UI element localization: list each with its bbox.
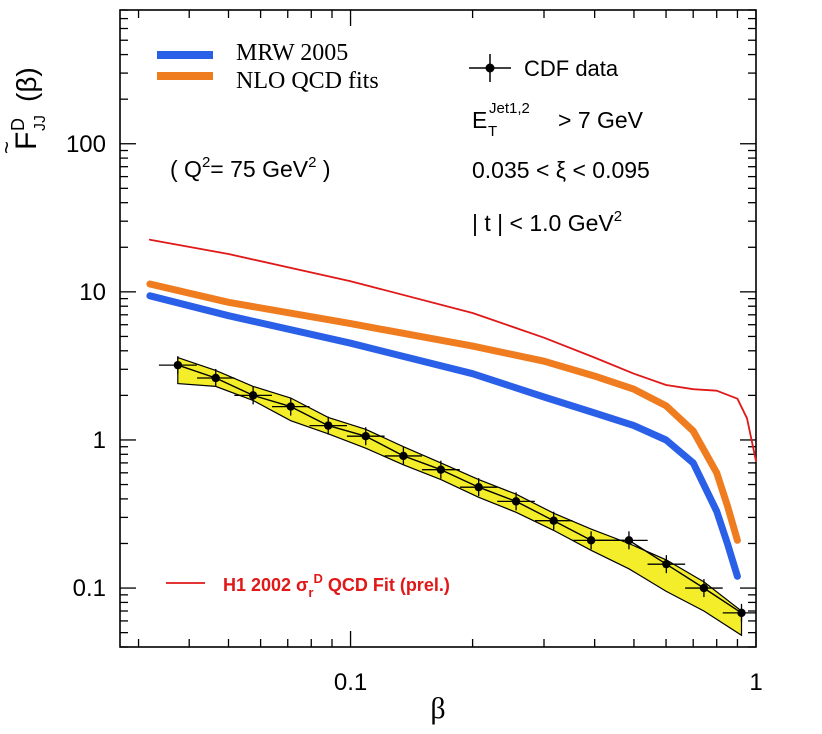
y-tick-label: 100: [66, 131, 106, 158]
cdf-point-marker: [399, 451, 408, 461]
y-label-arg: (β): [11, 67, 42, 102]
legend-nlo-label: NLO QCD fits: [236, 68, 379, 94]
cdf-point-marker: [361, 432, 370, 441]
nlo-qcd-fit-curve: [146, 280, 741, 544]
cdf-data-point: [685, 579, 723, 598]
cdf-point-marker: [286, 402, 295, 411]
cdf-data-point: [535, 511, 573, 530]
cdf-point-marker: [737, 608, 746, 618]
legend-cdf-marker: [469, 54, 511, 82]
cdf-data-point: [271, 397, 310, 416]
cdf-point-marker: [248, 391, 258, 400]
y-tick-label: 1: [93, 427, 106, 454]
cdf-data-point: [610, 531, 648, 550]
cdf-point-marker: [624, 536, 634, 545]
cdf-data-point: [459, 478, 498, 497]
legend-h1-label: H1 2002 σrD QCD Fit (prel.): [223, 571, 450, 600]
cdf-data-point: [647, 555, 686, 574]
cdf-data-point: [384, 446, 423, 465]
y-tick-label: 0.1: [73, 575, 106, 602]
cdf-points-layer: [158, 356, 756, 622]
annotation-xi: 0.035 < ξ < 0.095: [472, 157, 650, 183]
y-label-sub: JJ: [32, 115, 49, 131]
x-axis-label: β: [430, 692, 445, 725]
cdf-data-point: [197, 369, 235, 388]
annotation-q2: ( Q2= 75 GeV2 ): [170, 154, 331, 182]
cdf-point-marker: [511, 497, 521, 506]
cdf-point-marker: [586, 536, 596, 545]
plot-frame: [119, 9, 757, 648]
annotation-t: | t | < 1.0 GeV2: [472, 208, 622, 236]
x-tick-label: 0.1: [334, 669, 367, 696]
cdf-central-line: [177, 364, 743, 614]
svg-text:> 7 GeV: > 7 GeV: [558, 107, 644, 133]
cdf-point-marker: [173, 360, 183, 370]
cdf-uncertainty-band: [177, 356, 743, 637]
cdf-point-marker: [474, 482, 483, 492]
y-tick-label: 10: [79, 279, 106, 306]
cdf-point-marker: [324, 421, 333, 430]
cdf-data-point: [158, 356, 197, 375]
cdf-point-marker: [436, 465, 446, 474]
svg-text:Jet1,2: Jet1,2: [489, 100, 530, 117]
cdf-data-point: [421, 460, 460, 479]
cdf-point-marker: [699, 583, 709, 593]
y-label-sup: D: [8, 118, 28, 131]
y-label-tilde: ~: [0, 141, 19, 154]
cdf-point-marker: [662, 559, 671, 569]
axis-ticks-layer: 0.1 1 0.1 1 10 100: [66, 9, 763, 696]
cdf-data-point: [497, 492, 535, 511]
legend-mrw-label: MRW 2005: [236, 40, 348, 66]
annotation-et: E T Jet1,2 > 7 GeV: [472, 100, 644, 140]
y-label-main: F: [10, 132, 43, 150]
svg-text:T: T: [488, 123, 497, 140]
cdf-data-point: [722, 603, 756, 622]
y-axis-label: F ~ D JJ (β): [0, 67, 49, 154]
cdf-point-marker: [211, 373, 220, 383]
cdf-data-point: [309, 416, 347, 435]
h1-2002-fit-curve: [149, 238, 757, 462]
mrw-2005-curve: [146, 292, 741, 580]
series-layer: [146, 238, 757, 614]
x-tick-label: 1: [749, 669, 762, 696]
svg-text:E: E: [472, 107, 487, 133]
cdf-point-marker: [549, 516, 558, 525]
cdf-data-point: [234, 386, 272, 405]
legend-cdf-label: CDF data: [524, 56, 619, 81]
cdf-data-point: [346, 427, 385, 446]
cdf-data-point: [572, 531, 611, 550]
svg-text:F: F: [10, 132, 43, 150]
cdf-uncertainty-band-layer: [177, 356, 743, 637]
